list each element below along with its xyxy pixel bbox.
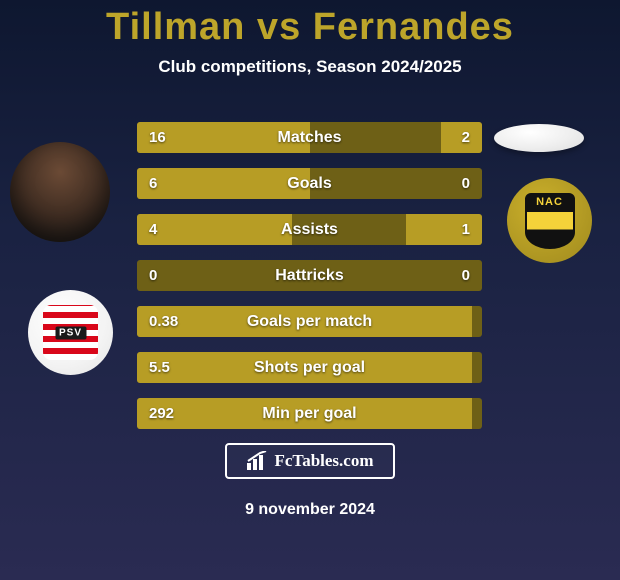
stat-row: 5.5Shots per goal: [137, 352, 482, 383]
page-title: Tillman vs Fernandes: [0, 0, 620, 49]
stat-value-right: 0: [412, 175, 482, 192]
stat-row: 0Hattricks0: [137, 260, 482, 291]
stat-value-right: 1: [412, 221, 482, 238]
stat-value-left: 0.38: [137, 313, 207, 330]
nac-shield-label: NAC: [536, 196, 563, 208]
club-badge-right: NAC: [507, 178, 592, 263]
stat-value-left: 6: [137, 175, 207, 192]
stat-value-left: 292: [137, 405, 207, 422]
stat-label: Hattricks: [207, 267, 412, 285]
player-right-photo-placeholder: [494, 124, 584, 152]
psv-shield-icon: [43, 305, 98, 360]
stat-value-right: 2: [412, 129, 482, 146]
stat-label: Goals: [207, 175, 412, 193]
nac-shield-icon: NAC: [525, 193, 575, 249]
brand-text: FcTables.com: [274, 451, 373, 471]
player-left-photo: [10, 142, 110, 242]
stat-row: 16Matches2: [137, 122, 482, 153]
page-subtitle: Club competitions, Season 2024/2025: [0, 57, 620, 77]
chart-icon: [246, 451, 268, 471]
comparison-bars: 16Matches26Goals04Assists10Hattricks00.3…: [137, 122, 482, 444]
stat-label: Goals per match: [207, 313, 412, 331]
stat-value-left: 0: [137, 267, 207, 284]
stat-row: 4Assists1: [137, 214, 482, 245]
stat-label: Shots per goal: [207, 359, 412, 377]
brand-box: FcTables.com: [225, 443, 395, 479]
stat-label: Matches: [207, 129, 412, 147]
club-badge-left: [28, 290, 113, 375]
stat-value-left: 16: [137, 129, 207, 146]
stat-row: 6Goals0: [137, 168, 482, 199]
stat-label: Assists: [207, 221, 412, 239]
stat-row: 0.38Goals per match: [137, 306, 482, 337]
stat-value-right: 0: [412, 267, 482, 284]
stat-value-left: 5.5: [137, 359, 207, 376]
stat-label: Min per goal: [207, 405, 412, 423]
stat-value-left: 4: [137, 221, 207, 238]
footer-date: 9 november 2024: [0, 501, 620, 519]
stat-row: 292Min per goal: [137, 398, 482, 429]
